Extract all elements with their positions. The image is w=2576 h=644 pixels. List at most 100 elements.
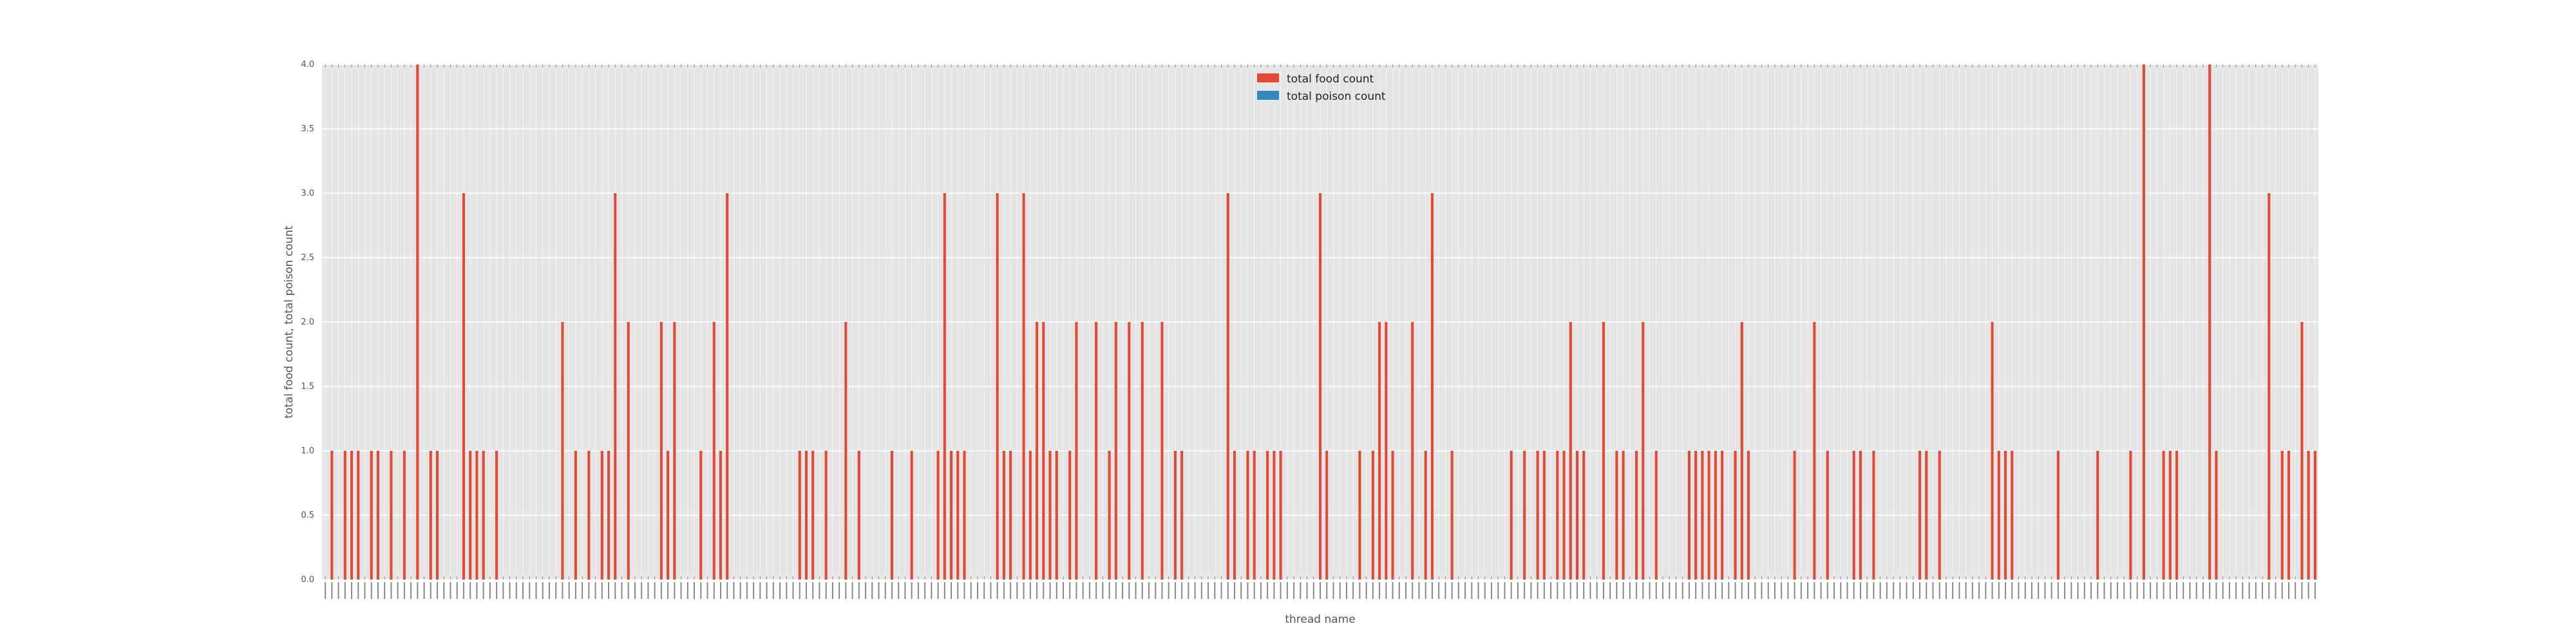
- x-tick-label: [2116, 582, 2118, 599]
- bar: [607, 451, 611, 580]
- bar: [1793, 451, 1796, 580]
- x-tick-label: [2169, 582, 2171, 599]
- x-tick-label: [1537, 582, 1539, 599]
- bar: [659, 322, 663, 580]
- bar: [1536, 451, 1539, 580]
- x-tick-label: [1069, 582, 1071, 599]
- x-tick-label: [1312, 582, 1314, 599]
- x-tick-label: [1471, 582, 1473, 599]
- x-tick-label: [753, 582, 755, 599]
- x-tick-label: [2150, 582, 2152, 599]
- bar: [1734, 451, 1737, 580]
- x-tick-label: [1412, 582, 1414, 599]
- x-tick-label: [397, 582, 399, 599]
- x-tick-label: [2024, 582, 2026, 599]
- x-tick-label: [588, 582, 590, 599]
- x-tick-label: [1642, 582, 1644, 599]
- bar: [1325, 451, 1329, 580]
- x-tick-label: [1734, 582, 1736, 599]
- x-tick-label: [2183, 582, 2184, 599]
- x-tick-label: [1418, 582, 1420, 599]
- bar: [2003, 451, 2007, 580]
- bar: [1009, 451, 1012, 580]
- x-tick-label: [2011, 582, 2013, 599]
- x-tick-label: [943, 582, 945, 599]
- x-tick-label: [601, 582, 603, 599]
- x-tick-label: [351, 582, 353, 599]
- x-tick-label: [1425, 582, 1426, 599]
- x-tick-label: [1926, 582, 1927, 599]
- x-tick-label: [423, 582, 425, 599]
- x-tick-label: [1306, 582, 1308, 599]
- bar: [2307, 451, 2310, 580]
- x-tick-label: [667, 582, 669, 599]
- bar: [1114, 322, 1117, 580]
- bar: [811, 451, 815, 580]
- bar: [1872, 451, 1875, 580]
- x-tick-label: [1971, 582, 1973, 599]
- x-tick-label: [937, 582, 939, 599]
- bar: [1095, 322, 1098, 580]
- bar: [1226, 193, 1229, 580]
- x-tick-label: [726, 582, 728, 599]
- bar: [1569, 322, 1572, 580]
- x-axis-label: thread name: [1285, 613, 1355, 626]
- x-tick-label: [390, 582, 392, 599]
- bar: [996, 193, 999, 580]
- x-tick-label: [1161, 582, 1163, 599]
- bar: [1642, 322, 1645, 580]
- bar: [614, 193, 617, 580]
- x-tick-label: [904, 582, 906, 599]
- bar: [712, 322, 715, 580]
- y-tick-label: 1.0: [301, 446, 314, 456]
- x-tick-label: [851, 582, 853, 599]
- bar: [561, 322, 564, 580]
- x-tick-label: [1247, 582, 1249, 599]
- x-tick-label: [911, 582, 913, 599]
- y-tick-label: 2.5: [301, 253, 314, 263]
- x-tick-label: [713, 582, 715, 599]
- x-tick-label: [344, 582, 346, 599]
- x-tick-label: [2031, 582, 2032, 599]
- x-tick-label: [1504, 582, 1506, 599]
- x-tick-label: [562, 582, 564, 599]
- bar: [804, 451, 808, 580]
- x-tick-labels: [325, 64, 2316, 599]
- x-tick-label: [1300, 582, 1302, 599]
- x-tick-label: [733, 582, 735, 599]
- x-tick-label: [2050, 582, 2052, 599]
- bar: [673, 322, 676, 580]
- x-tick-label: [621, 582, 623, 599]
- x-tick-label: [1188, 582, 1189, 599]
- x-tick-label: [1194, 582, 1196, 599]
- x-tick-label: [924, 582, 926, 599]
- x-tick-label: [450, 582, 451, 599]
- x-tick-label: [1741, 582, 1743, 599]
- bar: [1602, 322, 1605, 580]
- x-tick-label: [529, 582, 531, 599]
- bar: [1180, 451, 1184, 580]
- x-tick-label: [963, 582, 965, 599]
- bar: [587, 451, 591, 580]
- x-tick-label: [2281, 582, 2283, 599]
- x-tick-label: [654, 582, 656, 599]
- bar: [824, 451, 828, 580]
- bar: [416, 64, 419, 580]
- x-tick-label: [2268, 582, 2270, 599]
- x-tick-label: [2163, 582, 2164, 599]
- x-tick-label: [469, 582, 471, 599]
- bar: [1654, 451, 1658, 580]
- x-tick-label: [1365, 582, 1367, 599]
- x-tick-label: [2018, 582, 2020, 599]
- x-tick-label: [509, 582, 511, 599]
- x-tick-label: [489, 582, 491, 599]
- legend-label-food: total food count: [1287, 73, 1374, 86]
- bar: [2096, 451, 2099, 580]
- x-tick-label: [1214, 582, 1216, 599]
- bar: [1556, 451, 1559, 580]
- x-tick-label: [548, 582, 550, 599]
- x-tick-label: [2038, 582, 2040, 599]
- x-tick-label: [1655, 582, 1657, 599]
- x-tick-label: [1873, 582, 1875, 599]
- x-tick-label: [2070, 582, 2072, 599]
